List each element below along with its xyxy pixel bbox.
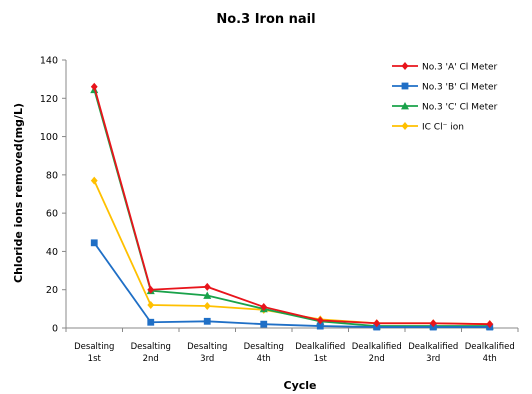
y-tick-label: 80 — [46, 170, 58, 181]
data-point — [373, 319, 381, 328]
legend-entry: No.3 'B' Cl Meter — [392, 83, 498, 93]
legend-marker — [401, 62, 409, 70]
y-tick-label: 120 — [40, 94, 58, 105]
y-tick-label: 40 — [46, 247, 58, 258]
series-line — [93, 89, 490, 327]
y-tick-label: 20 — [46, 285, 58, 296]
legend-label: No.3 'A' Cl Meter — [422, 63, 498, 73]
x-tick-label: Desalting 1st — [74, 342, 114, 364]
legend-label: No.3 'B' Cl Meter — [422, 83, 498, 93]
y-tick-label: 60 — [46, 209, 58, 220]
data-point — [203, 291, 212, 299]
x-tick-label: Desalting 3rd — [187, 342, 227, 364]
series-line — [93, 86, 490, 326]
legend-label: No.3 'C' Cl Meter — [422, 103, 498, 113]
data-point — [203, 301, 211, 310]
x-tick-label: Desalting 4th — [244, 342, 284, 364]
x-tick-label: Dealkalified 2nd — [352, 342, 402, 364]
legend-marker — [401, 122, 409, 130]
data-point — [429, 319, 437, 328]
series-line — [93, 242, 490, 328]
legend: No.3 'A' Cl Meter No.3 'B' Cl Meter No.3 '… — [392, 62, 498, 133]
data-point — [90, 239, 98, 247]
data-point — [203, 282, 211, 291]
y-tick-label: 140 — [40, 56, 58, 67]
chart-title: No.3 Iron nail — [216, 12, 315, 27]
data-point — [316, 316, 324, 325]
x-tick-label: Desalting 2nd — [131, 342, 171, 364]
legend-entry: No.3 'A' Cl Meter — [392, 62, 498, 73]
x-axis-title: Cycle — [284, 379, 317, 392]
plot-area: 0 20 40 60 80 100 120 140 Desalting 1st Desalting 2… — [40, 56, 519, 364]
data-point — [147, 285, 155, 294]
data-point — [90, 176, 98, 185]
data-point — [316, 322, 324, 330]
y-axis-title: Chloride ions removed(mg/L) — [12, 103, 25, 283]
y-tick-label: 0 — [52, 324, 58, 335]
y-tick-label: 100 — [40, 132, 58, 143]
legend-label: IC Cl⁻ ion — [422, 123, 464, 133]
data-point — [260, 302, 268, 311]
data-point — [486, 320, 494, 329]
data-point — [203, 317, 211, 325]
x-tick-label: Dealkalified 1st — [295, 342, 345, 364]
x-tick-label: Dealkalified 3rd — [408, 342, 458, 364]
data-point — [260, 320, 268, 328]
legend-marker — [401, 102, 409, 110]
series-line — [93, 180, 490, 326]
legend-entry: IC Cl⁻ ion — [392, 122, 464, 133]
data-point — [90, 82, 98, 91]
data-point — [147, 318, 155, 326]
data-point — [147, 301, 155, 310]
legend-entry: No.3 'C' Cl Meter — [392, 102, 498, 113]
legend-marker — [401, 82, 409, 90]
x-tick-label: Dealkalified 4th — [465, 342, 515, 364]
